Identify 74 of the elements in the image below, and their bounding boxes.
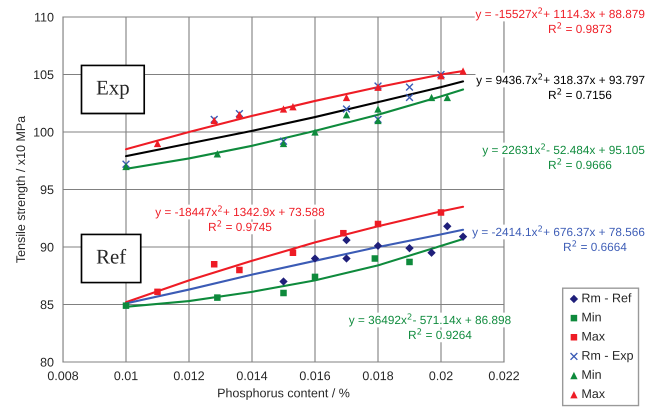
point	[122, 302, 130, 309]
legend-label: Max	[582, 389, 605, 398]
text: R$^{2}$ = 0.7156	[549, 88, 612, 100]
point	[312, 274, 318, 280]
point	[214, 294, 221, 301]
point	[406, 258, 413, 266]
annotation: Ref	[96, 248, 126, 264]
point	[154, 288, 161, 296]
point	[289, 103, 297, 110]
point	[279, 277, 288, 286]
point	[210, 260, 218, 268]
point	[122, 162, 130, 170]
point	[342, 236, 351, 244]
x-tick-label: 0.012	[174, 371, 204, 380]
point	[459, 67, 467, 75]
text: R$^{2}$ = 0.6664	[564, 240, 626, 252]
annotation: y = 36492x$^{2}$- 571.14x + 86.898	[348, 313, 511, 326]
x-tick-label: 0.014	[236, 371, 268, 380]
point	[280, 140, 288, 148]
y-tick-label: 95	[40, 185, 54, 194]
y-tick-label: 80	[40, 358, 54, 367]
point	[427, 248, 436, 257]
annotation: y = -18447x$^{2}$+ 1342.9x + 73.588	[155, 205, 324, 218]
x-tick-label: 0.016	[300, 371, 330, 380]
x-axis-title: Phosphorus content / %	[218, 388, 350, 400]
text: R$^{2}$ = 0.9666	[549, 158, 612, 170]
point	[372, 255, 378, 262]
legend-label: Rm - Exp	[582, 351, 633, 362]
y-tick-label: 90	[40, 242, 54, 252]
text: R$^{2}$ = 0.9873	[549, 22, 612, 34]
legend-label: Max	[582, 332, 605, 341]
annotation: y = -2414.1x$^{2}$+ 676.37x + 78.566	[472, 225, 644, 238]
point	[374, 220, 382, 228]
point	[342, 254, 351, 263]
point	[340, 230, 347, 236]
point	[310, 254, 320, 263]
y-tick-label: 110	[34, 12, 54, 22]
y-tick-label: 105	[34, 70, 54, 80]
x-tick-label: 0.01	[114, 371, 138, 380]
point	[405, 244, 414, 252]
point	[342, 111, 350, 118]
point	[374, 105, 382, 113]
annotation: R$^{2}$ = 0.9264	[409, 328, 472, 340]
point	[290, 249, 296, 256]
point	[280, 105, 288, 113]
annotation: Exp	[96, 80, 129, 99]
point	[438, 209, 444, 216]
x-tick-label: 0.02	[429, 371, 453, 380]
annotation: R$^{2}$ = 0.9745	[209, 220, 272, 232]
point	[280, 290, 287, 296]
point	[443, 222, 452, 230]
point	[279, 137, 288, 146]
point	[405, 93, 414, 102]
x-tick-label: 0.018	[362, 371, 394, 380]
point	[374, 242, 382, 250]
point	[428, 94, 436, 102]
x-tick-label: 0.008	[48, 371, 78, 380]
point	[214, 150, 222, 158]
point	[342, 104, 351, 114]
annotation: y = 22631x$^{2}$- 52.484x + 95.105	[482, 143, 644, 156]
x-tick-label: 0.022	[488, 371, 520, 380]
point	[458, 232, 468, 241]
y-tick-label: 100	[34, 128, 54, 137]
legend-label: Min	[582, 312, 601, 322]
annotation: y = -15527x$^{2}$+ 1114.3x + 88.879	[476, 7, 644, 20]
legend-label: Min	[582, 370, 601, 379]
legend-label: Rm - Ref	[582, 293, 632, 302]
y-axis-title: Tensile strength / x10 MPa	[16, 116, 28, 263]
point	[405, 83, 414, 92]
y-tick-label: 85	[40, 300, 54, 310]
point	[236, 266, 243, 274]
point	[311, 128, 319, 136]
point	[122, 160, 130, 168]
annotation: y = 9436.7x$^{2}$+ 318.37x + 93.797	[476, 73, 644, 86]
